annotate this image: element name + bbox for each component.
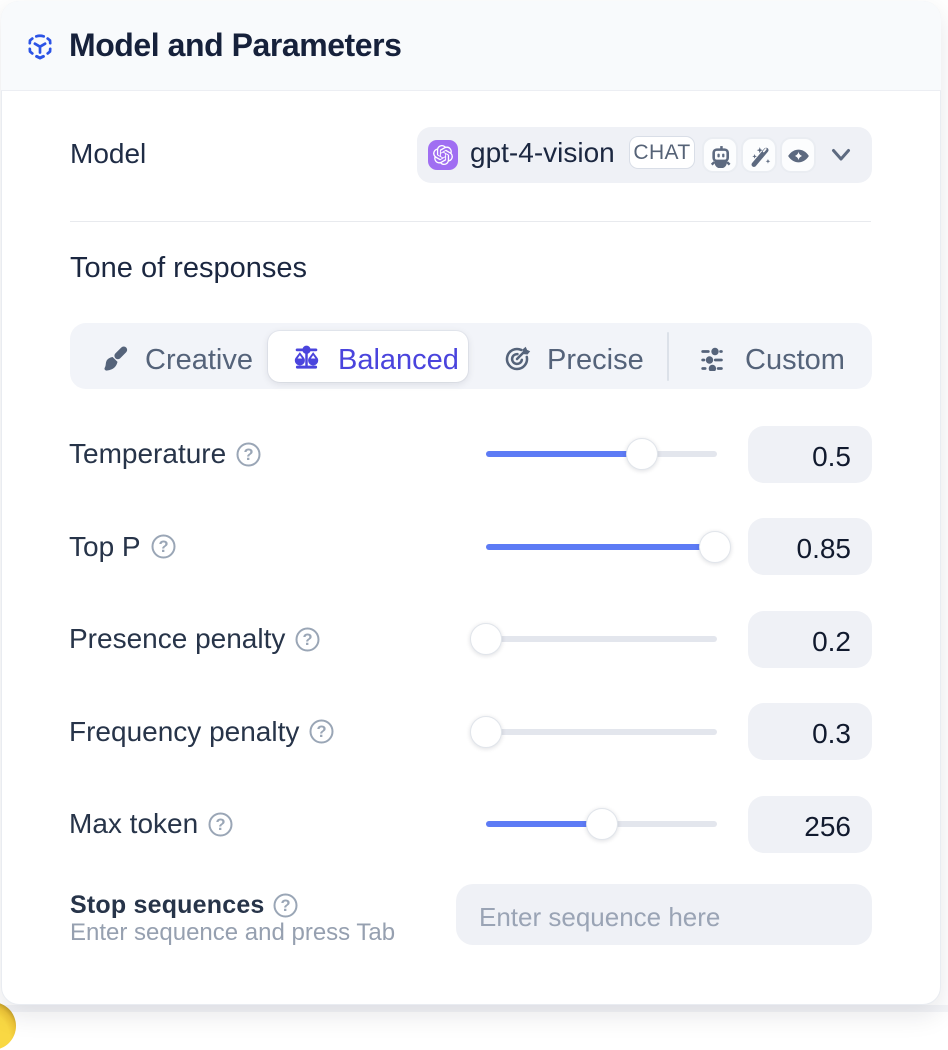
svg-text:?: ? <box>244 446 254 464</box>
svg-text:?: ? <box>158 538 168 556</box>
svg-text:?: ? <box>303 631 313 649</box>
svg-text:?: ? <box>216 816 226 834</box>
svg-text:?: ? <box>280 897 290 915</box>
svg-text:?: ? <box>317 723 327 741</box>
